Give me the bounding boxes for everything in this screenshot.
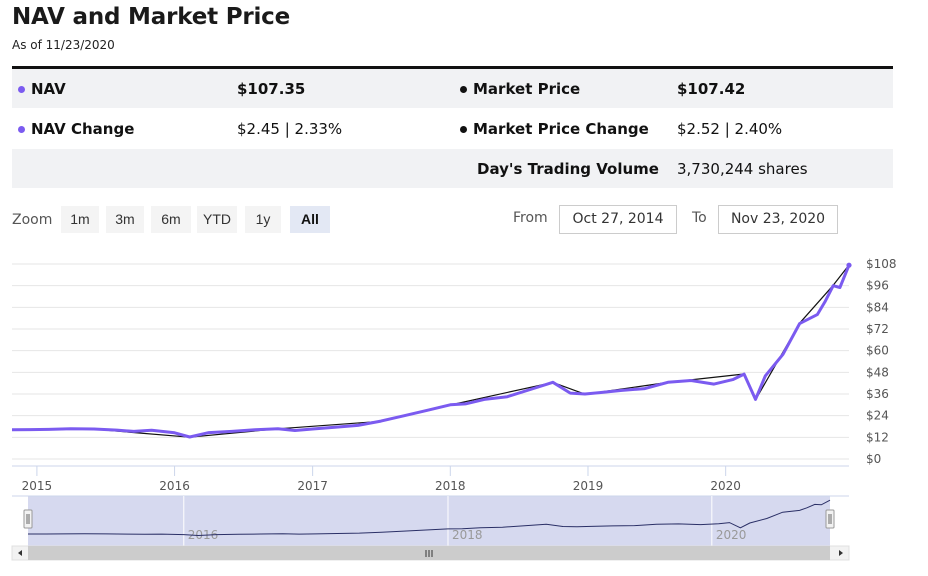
market-price-change-label-cell: Market Price Change [454, 109, 649, 149]
nav-label-cell: NAV [12, 69, 66, 109]
stats-row-1: NAV $107.35 Market Price $107.42 [12, 69, 893, 109]
nav-dot-icon [18, 85, 25, 93]
market-price-change-label: Market Price Change [473, 120, 649, 138]
nav-change-value: $2.45 | 2.33% [237, 120, 343, 138]
zoom-1y-button[interactable]: 1y [245, 206, 281, 233]
zoom-6m-button[interactable]: 6m [151, 206, 191, 233]
market-price-label: Market Price [473, 80, 581, 98]
navigator[interactable]: 2016 2018 2020 [12, 495, 849, 546]
x-tick-label: 2020 [710, 479, 741, 493]
scrollbar[interactable] [11, 545, 850, 561]
nav-last-point [846, 262, 852, 268]
navigator-selection[interactable] [28, 496, 830, 546]
zoom-3m-button[interactable]: 3m [106, 206, 144, 233]
x-axis-labels: 2015 2016 2017 2018 2019 2020 [12, 465, 849, 493]
y-tick-label: $84 [866, 300, 889, 314]
nav-change-dot-icon [18, 125, 25, 133]
nav-change-label-cell: NAV Change [12, 109, 134, 149]
page-title: NAV and Market Price [12, 4, 291, 30]
stats-table: NAV $107.35 Market Price $107.42 NAV Cha… [12, 66, 893, 189]
stats-row-3: Day's Trading Volume 3,730,244 shares [12, 149, 893, 189]
x-tick-label: 2015 [22, 479, 53, 493]
volume-label: Day's Trading Volume [477, 160, 659, 178]
zoom-ytd-button[interactable]: YTD [197, 206, 237, 233]
y-tick-label: $60 [866, 344, 889, 358]
market-price-change-value: $2.52 | 2.40% [677, 120, 783, 138]
x-tick-label: 2017 [297, 479, 328, 493]
grid-lines [12, 263, 849, 460]
navigator-year-label: 2020 [716, 528, 747, 542]
nav-label: NAV [31, 80, 66, 98]
as-of-date: As of 11/23/2020 [12, 38, 115, 52]
market-price-label-cell: Market Price [454, 69, 580, 109]
market-price-value: $107.42 [677, 80, 746, 98]
zoom-all-button[interactable]: All [290, 206, 330, 233]
market-price-dot-icon [460, 85, 467, 93]
nav-value: $107.35 [237, 80, 306, 98]
y-tick-label: $12 [866, 430, 889, 444]
series-lines [11, 262, 852, 439]
y-tick-label: $96 [866, 279, 889, 293]
y-tick-label: $0 [866, 452, 881, 466]
volume-value: 3,730,244 shares [677, 160, 808, 178]
navigator-year-label: 2018 [452, 528, 483, 542]
navigator-series-line [28, 499, 831, 537]
scroll-left-arrow-icon[interactable] [18, 550, 22, 556]
stats-row-2: NAV Change $2.45 | 2.33% Market Price Ch… [12, 109, 893, 149]
y-tick-label: $36 [866, 387, 889, 401]
zoom-1m-button[interactable]: 1m [61, 206, 99, 233]
from-label: From [513, 210, 548, 226]
x-tick-label: 2018 [435, 479, 466, 493]
y-tick-label: $108 [866, 257, 897, 271]
y-tick-label: $48 [866, 365, 889, 379]
nav-change-label: NAV Change [31, 120, 135, 138]
navigator-left-handle[interactable] [23, 509, 33, 529]
market-price-change-dot-icon [460, 125, 467, 133]
nav-series-line [11, 264, 851, 439]
x-tick-label: 2016 [159, 479, 190, 493]
navigator-right-handle[interactable] [825, 509, 835, 529]
zoom-label: Zoom [12, 212, 53, 228]
scroll-right-arrow-icon[interactable] [839, 550, 843, 556]
from-date-input[interactable]: Oct 27, 2014 [559, 205, 677, 234]
to-label: To [692, 210, 707, 226]
y-axis-labels: $0 $12 $24 $36 $48 $60 $72 $84 $96 $108 [866, 257, 897, 466]
x-tick-label: 2019 [573, 479, 604, 493]
y-tick-label: $24 [866, 409, 889, 423]
to-date-input[interactable]: Nov 23, 2020 [718, 205, 838, 234]
y-tick-label: $72 [866, 322, 889, 336]
